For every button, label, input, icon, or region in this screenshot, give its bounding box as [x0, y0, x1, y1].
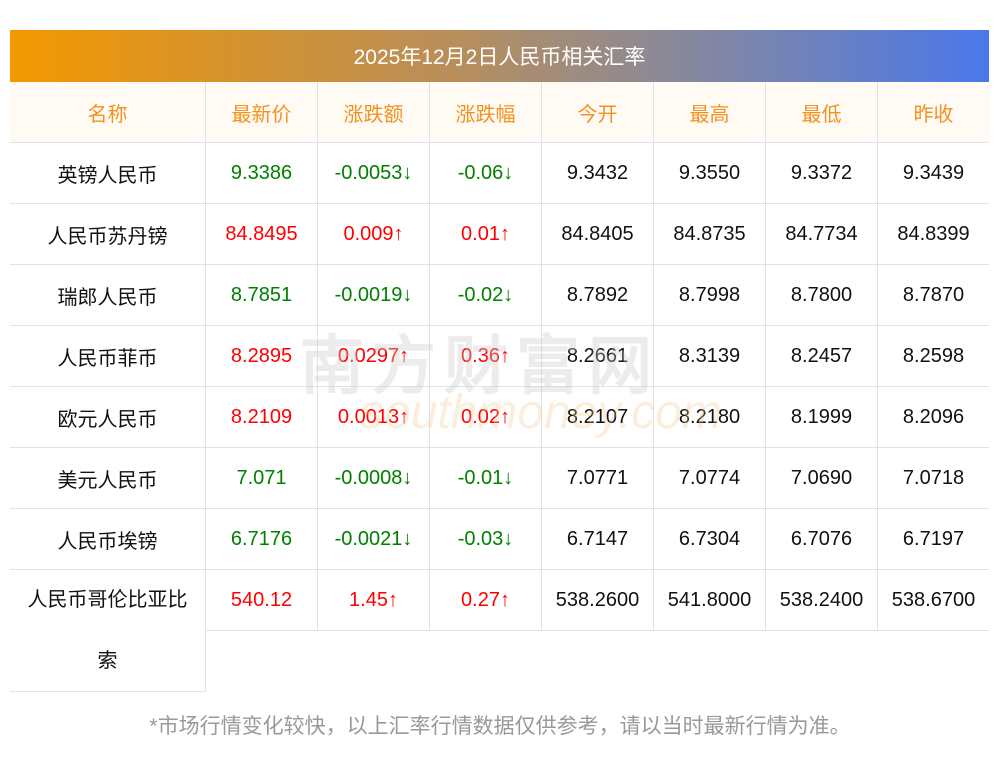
- table-row: 英镑人民币 9.3386 -0.0053↓ -0.06↓ 9.3432 9.3550 9.3…: [10, 143, 989, 204]
- table-row: 人民币菲币 8.2895 0.0297↑ 0.36↑ 8.2661 8.3139 8.245…: [10, 326, 989, 387]
- rate-cell: 8.2598: [878, 326, 989, 387]
- currency-name: 人民币菲币: [10, 326, 206, 387]
- rate-cell: 9.3386: [206, 143, 318, 204]
- disclaimer-note: *市场行情变化较快，以上汇率行情数据仅供参考，请以当时最新行情为准。: [149, 715, 851, 738]
- rate-cell: 6.7147: [542, 509, 654, 570]
- currency-name: 人民币埃镑: [10, 509, 206, 570]
- rate-cell: 540.12: [206, 570, 318, 631]
- table-row: 瑞郎人民币 8.7851 -0.0019↓ -0.02↓ 8.7892 8.7998 8.7…: [10, 265, 989, 326]
- rate-cell: 7.0774: [654, 448, 766, 509]
- rate-cell: 8.2109: [206, 387, 318, 448]
- rate-cell: -0.01↓: [430, 448, 542, 509]
- rate-cell: 0.0013↑: [318, 387, 430, 448]
- rate-cell: 0.01↑: [430, 204, 542, 265]
- rate-cell: 84.8735: [654, 204, 766, 265]
- currency-name: 人民币苏丹镑: [10, 204, 206, 265]
- column-header: 名称: [10, 82, 206, 143]
- rate-cell: 8.2457: [766, 326, 878, 387]
- rate-cell: 8.3139: [654, 326, 766, 387]
- rate-cell: 9.3372: [766, 143, 878, 204]
- rate-cell: 1.45↑: [318, 570, 430, 631]
- column-header: 涨跌幅: [430, 82, 542, 143]
- rate-cell: -0.0008↓: [318, 448, 430, 509]
- rate-cell: 0.36↑: [430, 326, 542, 387]
- currency-name: 英镑人民币: [10, 143, 206, 204]
- rate-cell: 541.8000: [654, 570, 766, 631]
- rate-cell: 538.6700: [878, 570, 989, 631]
- rate-cell: 8.2096: [878, 387, 989, 448]
- currency-name: 美元人民币: [10, 448, 206, 509]
- rate-cell: -0.0021↓: [318, 509, 430, 570]
- currency-name: 欧元人民币: [10, 387, 206, 448]
- rate-cell: 8.7998: [654, 265, 766, 326]
- rate-cell: -0.02↓: [430, 265, 542, 326]
- rate-cell: 84.8399: [878, 204, 989, 265]
- rate-cell: 9.3432: [542, 143, 654, 204]
- rate-cell: 7.071: [206, 448, 318, 509]
- name-line: 人民币哥伦比亚比: [27, 588, 188, 611]
- rate-cell: 8.7892: [542, 265, 654, 326]
- column-header: 最新价: [206, 82, 318, 143]
- rate-cell: 84.8405: [542, 204, 654, 265]
- rate-cell: 7.0690: [766, 448, 878, 509]
- rate-cell: -0.0053↓: [318, 143, 430, 204]
- rate-cell: 0.009↑: [318, 204, 430, 265]
- rate-cell: 0.02↑: [430, 387, 542, 448]
- column-header: 昨收: [878, 82, 989, 143]
- rate-cell: 6.7304: [654, 509, 766, 570]
- rate-cell: 84.7734: [766, 204, 878, 265]
- column-header: 涨跌额: [318, 82, 430, 143]
- rate-cell: -0.03↓: [430, 509, 542, 570]
- rate-cell: 8.2895: [206, 326, 318, 387]
- rate-cell: 9.3550: [654, 143, 766, 204]
- table-row: 人民币哥伦比亚比 索 540.12 1.45↑ 0.27↑ 538.2600 541.8…: [10, 570, 989, 692]
- rate-cell: 538.2400: [766, 570, 878, 631]
- rate-cell: 8.2107: [542, 387, 654, 448]
- rate-cell: 8.7851: [206, 265, 318, 326]
- column-header: 今开: [542, 82, 654, 143]
- column-header: 最低: [766, 82, 878, 143]
- rate-cell: 0.27↑: [430, 570, 542, 631]
- exchange-rate-table: 名称 最新价 涨跌额 涨跌幅 今开 最高 最低 昨收 英镑人民币 9.3386 -0.0053↓ -…: [10, 82, 989, 692]
- rate-cell: 84.8495: [206, 204, 318, 265]
- rate-cell: 6.7197: [878, 509, 989, 570]
- rate-cell: 7.0771: [542, 448, 654, 509]
- rate-cell: 8.7870: [878, 265, 989, 326]
- currency-name: 瑞郎人民币: [10, 265, 206, 326]
- currency-name: 人民币哥伦比亚比 索: [10, 570, 206, 692]
- rate-cell: 6.7176: [206, 509, 318, 570]
- column-header: 最高: [654, 82, 766, 143]
- rate-cell: -0.06↓: [430, 143, 542, 204]
- table-row: 人民币埃镑 6.7176 -0.0021↓ -0.03↓ 6.7147 6.7304 6.7…: [10, 509, 989, 570]
- table-row: 人民币苏丹镑 84.8495 0.009↑ 0.01↑ 84.8405 84.8735 84…: [10, 204, 989, 265]
- table-row: 美元人民币 7.071 -0.0008↓ -0.01↓ 7.0771 7.0774 7.06…: [10, 448, 989, 509]
- rate-cell: 0.0297↑: [318, 326, 430, 387]
- rate-cell: 6.7076: [766, 509, 878, 570]
- table-row: 欧元人民币 8.2109 0.0013↑ 0.02↑ 8.2107 8.2180 8.199…: [10, 387, 989, 448]
- rate-cell: 8.7800: [766, 265, 878, 326]
- name-line: 索: [97, 649, 118, 672]
- rate-cell: 8.1999: [766, 387, 878, 448]
- rate-cell: 8.2180: [654, 387, 766, 448]
- rate-cell: -0.0019↓: [318, 265, 430, 326]
- rate-cell: 9.3439: [878, 143, 989, 204]
- rate-cell: 8.2661: [542, 326, 654, 387]
- rate-cell: 7.0718: [878, 448, 989, 509]
- rate-cell: 538.2600: [542, 570, 654, 631]
- table-header-row: 名称 最新价 涨跌额 涨跌幅 今开 最高 最低 昨收: [10, 82, 989, 143]
- page-title: 2025年12月2日人民币相关汇率: [10, 30, 989, 82]
